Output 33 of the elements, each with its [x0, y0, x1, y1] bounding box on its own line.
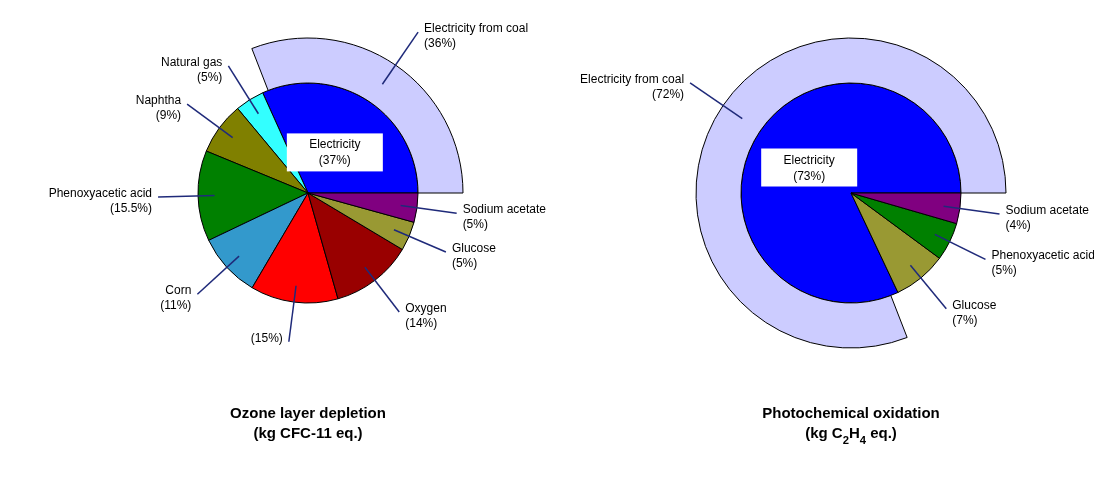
slice-label: Glucose	[451, 241, 497, 256]
data-label: (7%)	[952, 312, 978, 327]
slice-label: Phenoxyacetic acid	[991, 248, 1095, 263]
data-label: (36%)	[424, 36, 457, 51]
text: (kg C$_{2}$H$_{4}$ eq.)	[805, 424, 897, 446]
slice-label: Electricity	[783, 152, 835, 167]
text: Ozone layer depletion	[230, 404, 386, 421]
slice-label: Sodium acetate	[1005, 203, 1090, 218]
slice-label: Sodium acetate	[462, 202, 547, 217]
data-label: (15%)	[250, 330, 283, 345]
text: (kg CFC-11 eq.)	[253, 424, 363, 441]
data-label: (4%)	[1005, 218, 1031, 233]
slice-label: Natural gas	[161, 54, 223, 69]
slice-label: Corn	[165, 283, 192, 298]
slice-label: Oxygen	[405, 301, 447, 316]
data-label: (15.5%)	[110, 201, 153, 216]
data-label: (5%)	[451, 256, 478, 271]
data-label: (5%)	[197, 69, 223, 84]
text: Photochemical oxidation	[762, 404, 940, 421]
slice-label: Naphtha	[135, 93, 182, 108]
slice-label: Glucose	[952, 297, 997, 312]
data-label: (37%)	[318, 153, 351, 168]
data-label: (73%)	[793, 168, 826, 183]
slice-label: Electricity from coal	[424, 21, 529, 36]
slice-label: Electricity from coal	[580, 71, 685, 86]
data-label: (5%)	[991, 263, 1017, 278]
slice-label: Phenoxyacetic acid	[48, 186, 153, 201]
data-label: (14%)	[405, 316, 438, 331]
data-label: (11%)	[160, 298, 192, 313]
slice-label: Electricity	[309, 137, 361, 152]
data-label: (5%)	[462, 217, 488, 232]
data-label: (72%)	[652, 86, 685, 101]
data-label: (9%)	[155, 108, 182, 123]
